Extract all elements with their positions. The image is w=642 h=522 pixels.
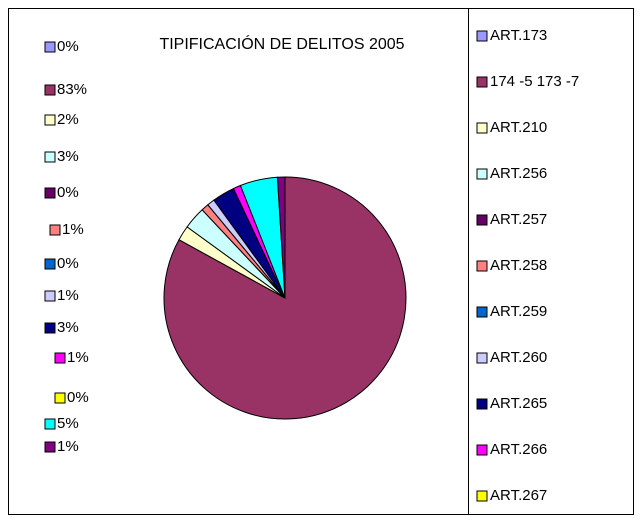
label-swatch <box>44 84 56 96</box>
legend-label: ART.266 <box>490 441 547 458</box>
data-label: 5% <box>57 415 79 432</box>
label-swatch <box>44 114 56 126</box>
data-label: 1% <box>62 221 84 238</box>
legend-swatch <box>476 490 488 502</box>
legend-swatch <box>476 306 488 318</box>
legend-label: ART.257 <box>490 211 547 228</box>
data-label: 1% <box>67 349 89 366</box>
legend-label: 174 -5 173 -7 <box>490 73 579 90</box>
legend-swatch <box>476 352 488 364</box>
legend-border <box>468 8 634 515</box>
data-label: 3% <box>57 319 79 336</box>
data-label: 0% <box>57 255 79 272</box>
data-label: 2% <box>57 111 79 128</box>
legend-label: ART.265 <box>490 395 547 412</box>
label-swatch <box>54 392 66 404</box>
legend-label: ART.173 <box>490 27 547 44</box>
label-swatch <box>49 224 61 236</box>
legend-label: ART.210 <box>490 119 547 136</box>
label-swatch <box>44 290 56 302</box>
pie-slice <box>276 176 286 299</box>
legend-swatch <box>476 444 488 456</box>
label-swatch <box>44 322 56 334</box>
label-swatch <box>44 151 56 163</box>
legend-swatch <box>476 260 488 272</box>
legend-label: ART.260 <box>490 349 547 366</box>
legend-label: ART.259 <box>490 303 547 320</box>
data-label: 83% <box>57 81 87 98</box>
label-swatch <box>44 258 56 270</box>
label-swatch <box>44 41 56 53</box>
label-swatch <box>54 352 66 364</box>
legend-swatch <box>476 30 488 42</box>
legend-label: ART.267 <box>490 487 547 504</box>
legend-swatch <box>476 76 488 88</box>
data-label: 0% <box>57 184 79 201</box>
label-swatch <box>44 418 56 430</box>
chart-title: TIPIFICACIÓN DE DELITOS 2005 <box>159 34 404 53</box>
legend-swatch <box>476 122 488 134</box>
legend-label: ART.258 <box>490 257 547 274</box>
legend-swatch <box>476 168 488 180</box>
data-label: 1% <box>57 438 79 455</box>
data-label: 3% <box>57 148 79 165</box>
data-label: 0% <box>67 389 89 406</box>
label-swatch <box>44 187 56 199</box>
legend-label: ART.256 <box>490 165 547 182</box>
data-label: 0% <box>57 38 79 55</box>
legend-swatch <box>476 214 488 226</box>
data-label: 1% <box>57 287 79 304</box>
label-swatch <box>44 441 56 453</box>
legend-swatch <box>476 398 488 410</box>
